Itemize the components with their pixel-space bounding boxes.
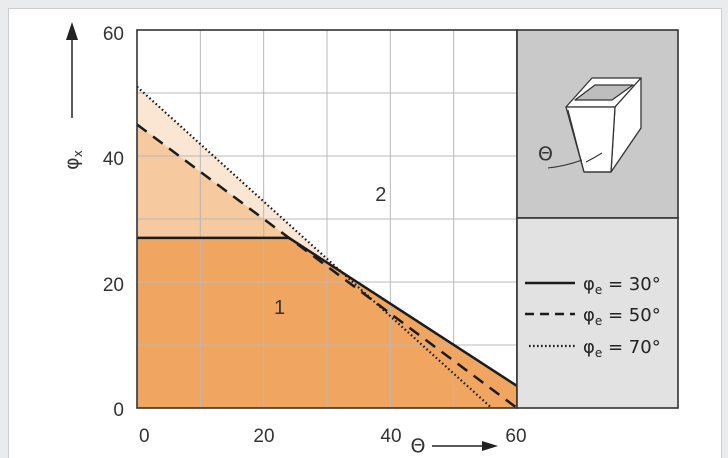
y-tick-label: 60 — [103, 24, 124, 45]
legend-entry-30: φe = 30° — [583, 274, 661, 297]
y-axis-label: φx — [61, 150, 85, 170]
angle-indicator — [547, 109, 603, 173]
inset-angle-label: Θ — [538, 143, 553, 165]
y-axis-label-sub: x — [71, 150, 85, 157]
series-lines — [136, 85, 518, 410]
y-tick-label: 20 — [103, 275, 124, 296]
legend-entry-50: φe = 50° — [583, 305, 661, 328]
x-tick-label: 60 — [505, 426, 526, 447]
x-axis-label: Θ — [411, 435, 426, 457]
region-label-2: 2 — [375, 184, 386, 206]
x-axis-arrow-icon — [432, 441, 498, 451]
y-axis-label-main: φ — [61, 157, 83, 170]
y-tick-label: 0 — [113, 400, 124, 421]
x-tick-label: 0 — [139, 426, 150, 447]
grid-lines — [137, 30, 517, 408]
hopper-icon — [565, 77, 642, 173]
x-tick-label: 20 — [253, 426, 274, 447]
svg-text:φx: φx — [61, 150, 85, 170]
y-axis-arrow-icon — [66, 22, 78, 118]
x-tick-label: 40 — [380, 426, 401, 447]
region-label-1: 1 — [274, 297, 285, 319]
legend: φe = 30° φe = 50° φe = 70° — [525, 274, 661, 360]
y-tick-label: 40 — [103, 149, 124, 170]
legend-entry-70: φe = 70° — [583, 337, 661, 360]
